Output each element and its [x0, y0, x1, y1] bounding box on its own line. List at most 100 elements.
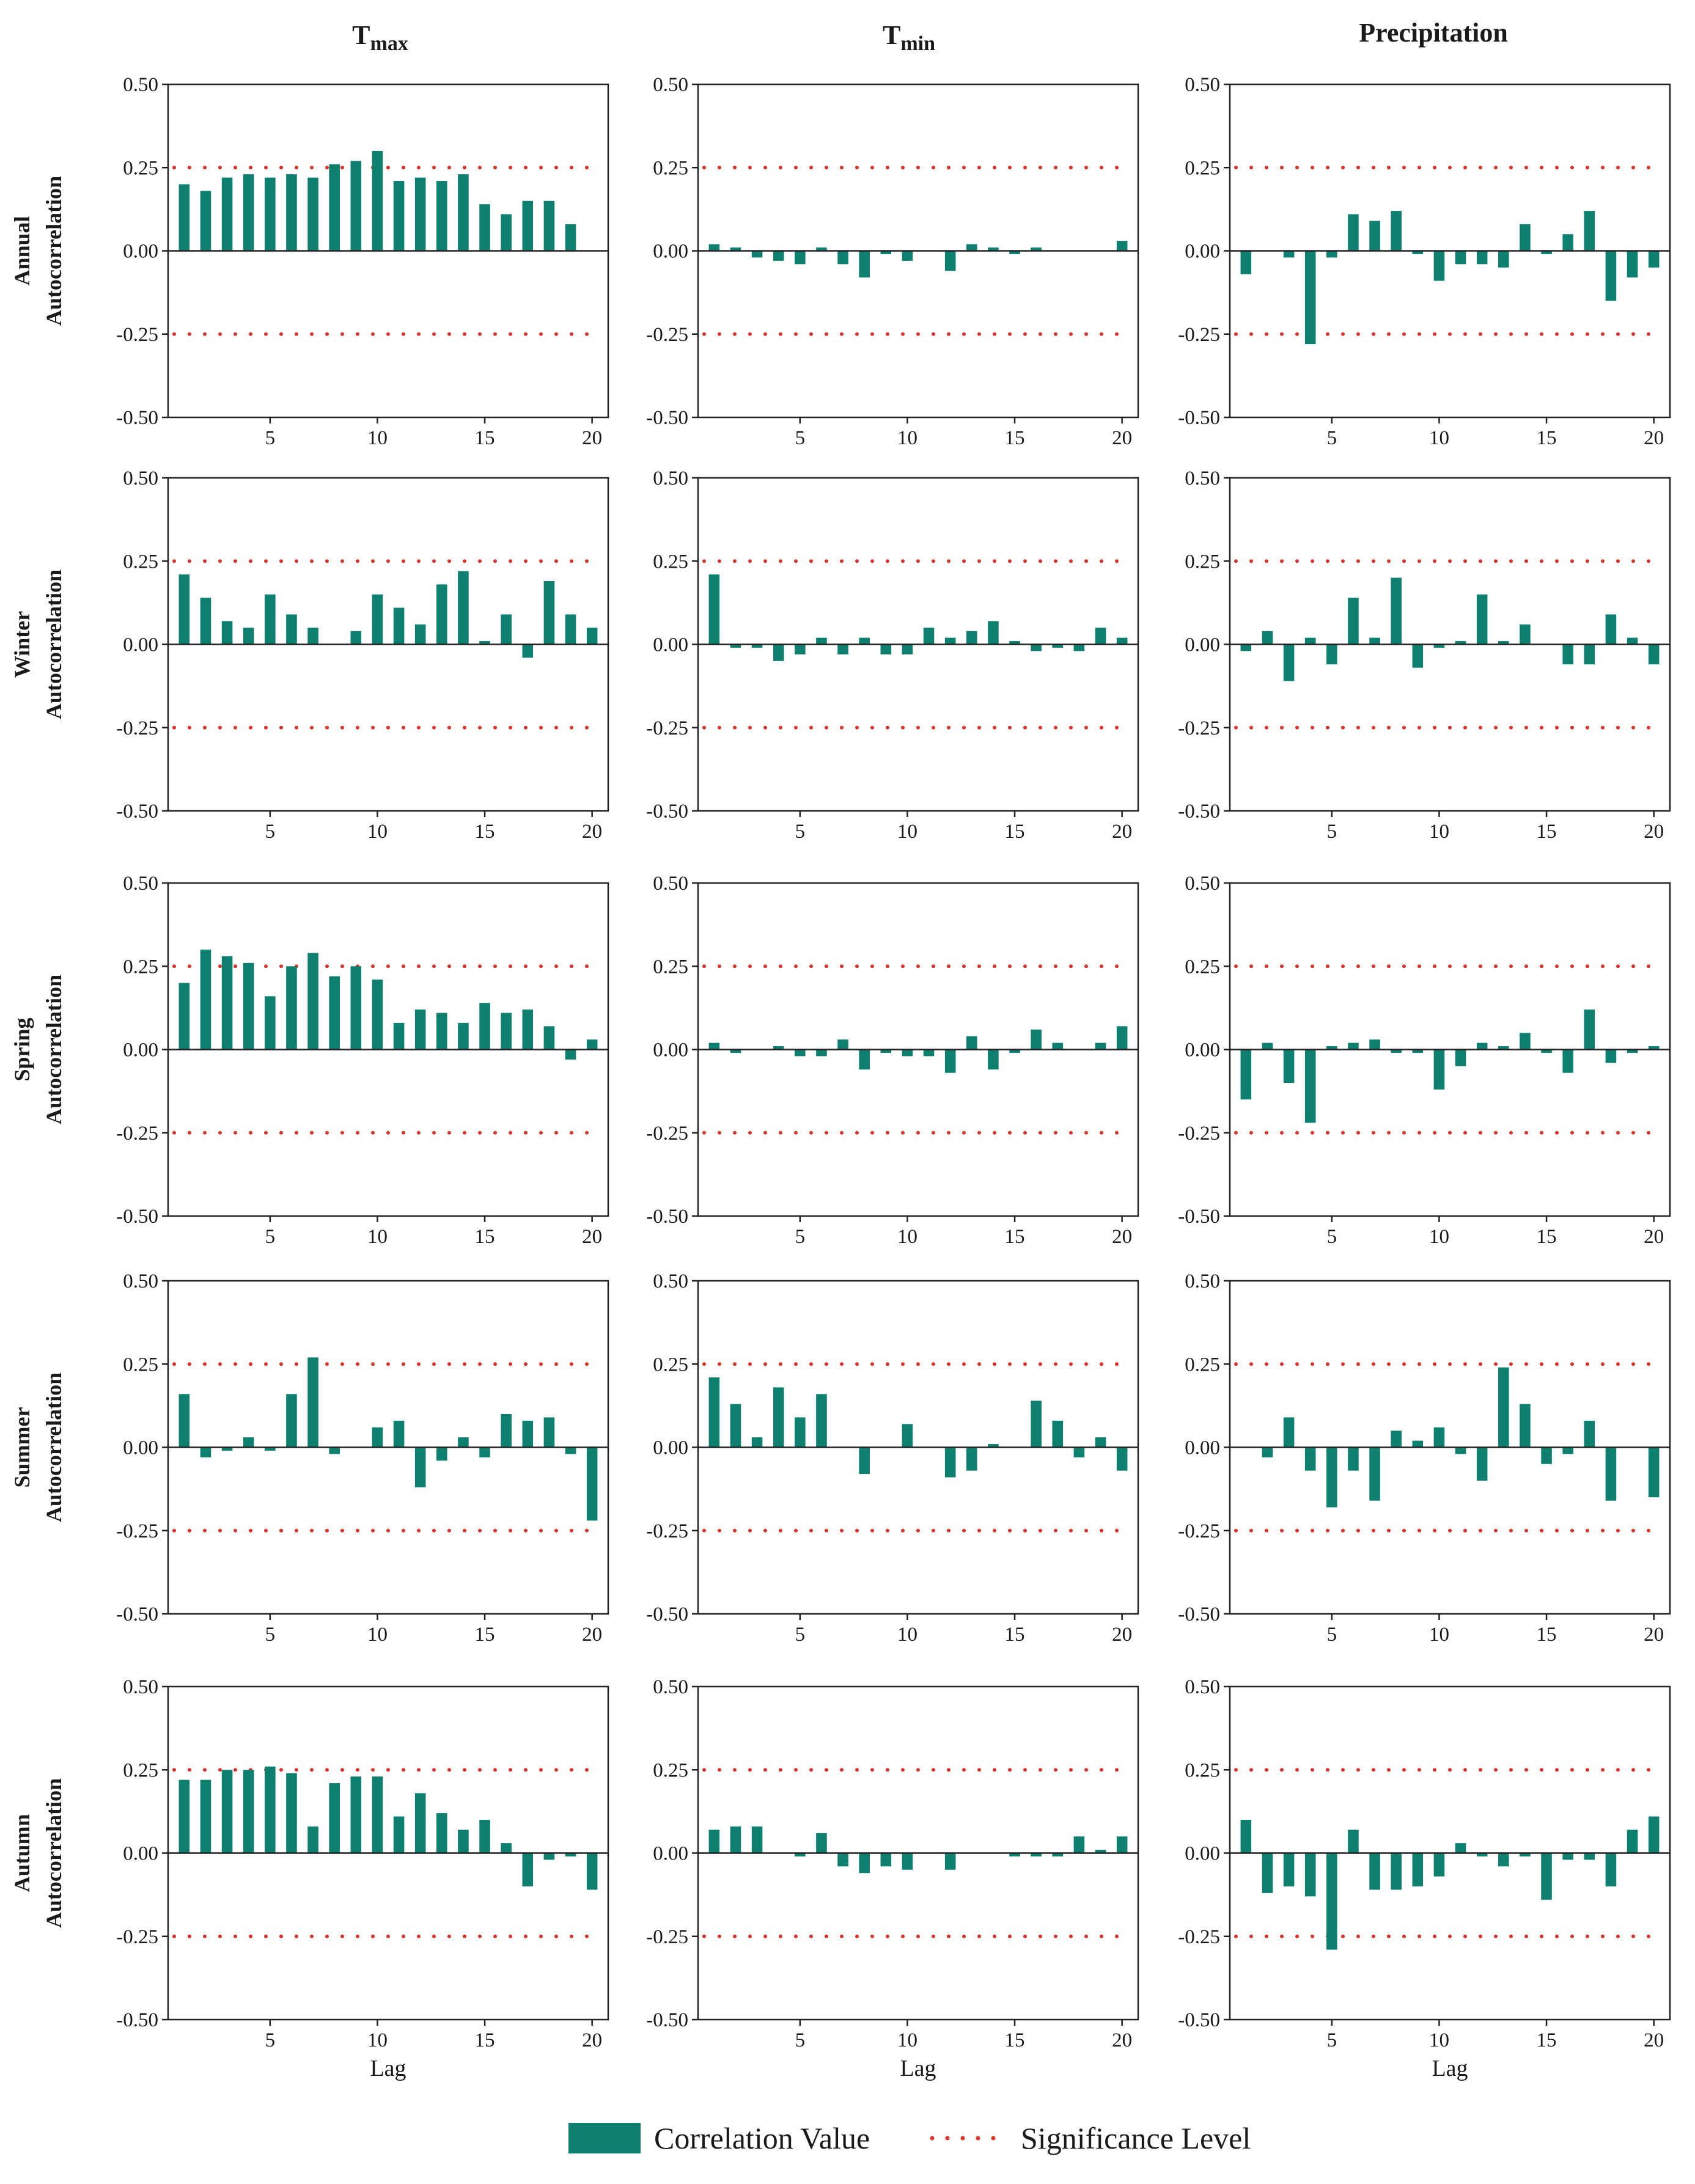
y-tick-label: 0.50: [653, 873, 688, 895]
bar-lag-1: [708, 1830, 720, 1853]
bar-lag-2: [730, 644, 741, 648]
y-tick-label: -0.50: [646, 801, 688, 823]
bar-lag-15: [1009, 641, 1020, 645]
bar-lag-10: [902, 644, 913, 654]
bar-lag-13: [966, 1447, 977, 1471]
row-label-spring: Spring: [10, 1017, 34, 1081]
x-tick-label: 5: [795, 1226, 806, 1248]
bar-lag-17: [1584, 1420, 1595, 1448]
bar-lag-15: [1009, 251, 1020, 254]
chart-panels: -0.50 -0.25 0.00 0.25 0.50 5 10 15 20 -0.50 -0.25 0…: [116, 74, 1671, 2081]
bar-lag-7: [307, 177, 318, 251]
column-title-tmax: Tmax: [352, 20, 408, 55]
bar-lag-11: [393, 1816, 405, 1853]
bar-lag-1: [178, 983, 190, 1050]
bar-lag-1: [178, 1779, 190, 1853]
bar-lag-13: [966, 1036, 977, 1050]
bar-lag-17: [1052, 644, 1064, 648]
bar-lag-16: [1562, 1447, 1573, 1454]
bar-lag-3: [751, 251, 763, 258]
bar-lag-12: [414, 1447, 426, 1487]
bar-lag-4: [773, 1046, 784, 1050]
bar-lag-16: [501, 1414, 512, 1448]
y-tick-label: -0.50: [646, 2009, 688, 2031]
bar-lag-13: [1498, 251, 1509, 268]
bar-lag-6: [286, 174, 297, 251]
x-tick-label: 10: [1429, 427, 1449, 449]
bar-lag-3: [1283, 644, 1295, 681]
x-tick-label: 10: [367, 821, 388, 843]
bar-lag-4: [243, 1437, 254, 1448]
y-tick-label: 0.00: [123, 1437, 158, 1459]
legend: Correlation Value Significance Level: [568, 2121, 1251, 2155]
bar-lag-8: [859, 637, 870, 645]
bar-lag-7: [307, 628, 318, 645]
y-tick-label: -0.25: [1178, 324, 1220, 346]
x-tick-label: 5: [1327, 427, 1337, 449]
y-tick-label: 0.25: [653, 551, 688, 573]
bar-lag-9: [1412, 251, 1424, 254]
y-tick-label: 0.50: [1185, 1676, 1220, 1698]
row-label-spring-sub: Autocorrelation: [42, 975, 66, 1124]
bar-lag-11: [393, 607, 405, 645]
bar-lag-1: [1240, 1049, 1252, 1100]
bar-lag-20: [1648, 251, 1660, 268]
x-tick-label: 20: [1644, 1624, 1664, 1646]
bar-lag-6: [816, 247, 827, 251]
panel-summer-tmax: -0.50 -0.25 0.00 0.25 0.50 5 10 15 20: [116, 1270, 609, 1646]
y-tick-label: 0.25: [653, 1759, 688, 1781]
x-tick-label: 15: [1005, 2029, 1025, 2051]
bar-lag-10: [1433, 1427, 1445, 1448]
y-tick-label: 0.25: [653, 956, 688, 978]
bar-lag-19: [1095, 1850, 1106, 1853]
bar-lag-15: [1541, 1853, 1552, 1900]
bar-lag-10: [1433, 1853, 1445, 1877]
y-tick-label: 0.50: [123, 1676, 158, 1698]
x-tick-label: 20: [582, 821, 602, 843]
bar-lag-6: [816, 637, 827, 645]
bar-lag-14: [458, 1437, 469, 1448]
x-tick-label: 10: [897, 2029, 917, 2051]
bar-lag-1: [178, 184, 190, 251]
bar-lag-12: [944, 637, 956, 645]
x-tick-label: 15: [475, 2029, 495, 2051]
x-tick-label: 10: [1429, 821, 1449, 843]
bar-lag-10: [372, 151, 383, 251]
bar-lag-16: [1031, 644, 1042, 651]
bar-lag-14: [1520, 1033, 1531, 1050]
bar-lag-6: [286, 966, 297, 1050]
bar-lag-11: [1455, 251, 1466, 265]
bar-lag-19: [1095, 1043, 1106, 1050]
x-tick-label: 10: [897, 1226, 917, 1248]
panel-annual-precipitation: -0.50 -0.25 0.00 0.25 0.50 5 10 15 20: [1178, 74, 1671, 449]
bar-lag-4: [1304, 637, 1316, 645]
bar-lag-8: [329, 1783, 340, 1853]
bar-lag-13: [966, 244, 977, 251]
bar-lag-11: [1455, 641, 1466, 645]
bar-lag-2: [1262, 1447, 1273, 1457]
bar-lag-6: [286, 1773, 297, 1853]
bar-lag-19: [1627, 251, 1638, 278]
bar-lag-10: [902, 251, 913, 261]
bar-lag-17: [1584, 644, 1595, 665]
bar-lag-11: [923, 628, 935, 645]
bar-lag-5: [265, 1766, 276, 1853]
bar-lag-12: [414, 624, 426, 645]
bar-lag-16: [1031, 1853, 1042, 1856]
y-tick-label: -0.50: [646, 1603, 688, 1625]
y-tick-label: 0.00: [653, 241, 688, 263]
panel-autumn-precipitation: -0.50 -0.25 0.00 0.25 0.50 5 10 15 20 Lag: [1178, 1676, 1671, 2081]
bar-lag-14: [988, 621, 999, 645]
bar-lag-3: [1283, 1853, 1295, 1886]
bar-lag-12: [1476, 594, 1488, 645]
bar-lag-5: [1326, 644, 1337, 665]
bar-lag-10: [372, 1776, 383, 1853]
bar-lag-17: [1052, 1420, 1064, 1448]
x-tick-label: 20: [1112, 821, 1132, 843]
panel-winter-tmin: -0.50 -0.25 0.00 0.25 0.50 5 10 15 20: [646, 467, 1139, 843]
bar-lag-10: [902, 1424, 913, 1448]
y-tick-label: -0.25: [116, 1123, 158, 1145]
x-tick-label: 5: [265, 821, 276, 843]
bar-lag-20: [586, 1853, 598, 1890]
bar-lag-4: [1304, 1447, 1316, 1471]
